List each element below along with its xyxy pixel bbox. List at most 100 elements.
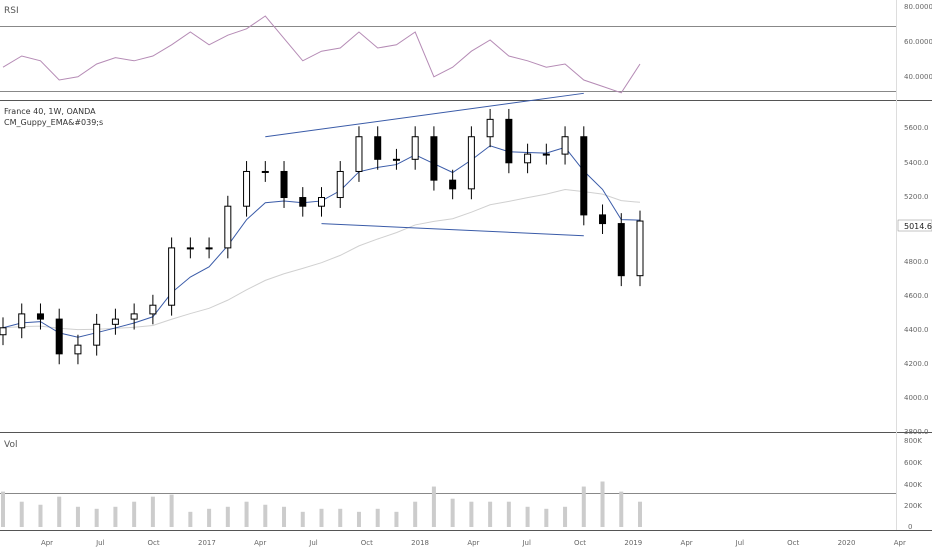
candle-body [542,153,550,156]
last-price-tag: 5014.6 [904,222,932,231]
volume-bar [525,506,530,527]
volume-bar [431,486,436,527]
candle-body [392,158,400,161]
volume-bar [506,501,511,527]
vol-tick-0: 0 [908,523,912,531]
price-tick-5600: 5600.0 [904,124,929,132]
volume-bar [600,481,605,527]
time-tick: Apr [681,539,693,547]
volume-bar [75,506,80,527]
price-tick-3800: 3800.0 [904,428,929,436]
volume-bar [244,501,249,527]
candle-body [580,136,588,216]
candle-body [599,214,607,225]
candle-body [261,170,269,173]
trendline-upper[interactable] [265,92,584,138]
candle-body [55,318,63,355]
volume-bar [113,506,118,527]
volume-bar [638,501,642,527]
time-tick: 2018 [411,539,429,547]
time-tick: Oct [148,539,160,547]
price-tick-4600: 4600.0 [904,292,929,300]
volume-bar [450,498,455,527]
candle-body [318,197,325,207]
volume-bars [1,481,642,527]
candle-body [18,313,26,329]
candle-body [205,247,213,250]
volume-label: Vol [4,440,17,450]
volume-bar [413,501,418,527]
volume-bar [375,508,380,527]
volume-bar [94,508,99,527]
pane-separators [0,0,932,531]
candle-body [486,118,494,138]
rsi-tick-80: 80.0000 [904,3,932,11]
time-tick: 2017 [198,539,216,547]
volume-bar [619,491,624,527]
time-tick: Oct [574,539,586,547]
rsi-label: RSI [4,6,19,16]
sma-long-line [2,189,641,331]
volume-bar [319,508,324,527]
time-tick: Jul [735,539,745,547]
rsi-tick-40: 40.0000 [904,73,932,81]
price-tick-4000: 4000.0 [904,394,929,402]
price-tick-5200: 5200.0 [904,193,929,201]
candle-body [186,247,194,250]
price-title: France 40, 1W, OANDA [4,107,96,116]
candle-body [93,323,101,346]
candle-body [411,136,419,160]
price-tick-4200: 4200.0 [904,360,929,368]
rsi-line [2,15,641,94]
time-tick: Oct [361,539,373,547]
price-tick-4400: 4400.0 [904,326,929,334]
time-tick: Jul [95,539,105,547]
volume-bar [356,511,361,527]
volume-bar [338,508,343,527]
time-axis: Apr Jul Oct 2017 Apr Jul Oct 2018 Apr Jul Oct 2019 A… [41,539,906,547]
candle-body [374,136,382,160]
candle-body [299,197,307,207]
volume-bar [563,506,568,527]
candles [0,108,644,365]
volume-bar [581,486,586,527]
candle-body [449,179,457,190]
time-tick: Jul [521,539,531,547]
indicator-name: CM_Guppy_EMA&#039;s [4,118,103,127]
volume-bar [300,511,305,527]
volume-bar [394,511,399,527]
candle-body [111,318,119,325]
volume-bar [225,506,230,527]
volume-bar [263,504,268,527]
candle-body [505,118,513,164]
time-tick: Apr [254,539,266,547]
candle-body [467,136,475,190]
price-axis: 5600.0 5400.0 5200.0 5014.6 4800.0 4600.… [897,124,932,436]
time-tick: Apr [41,539,53,547]
time-tick: 2020 [838,539,856,547]
time-tick: 2019 [624,539,642,547]
volume-bar [544,508,549,527]
trendline-lower[interactable] [321,223,584,237]
price-pane: France 40, 1W, OANDA CM_Guppy_EMA&#039;s… [0,92,932,436]
vol-tick-600k: 600K [904,459,922,467]
candle-body [168,247,176,306]
volume-bar [469,501,474,527]
rsi-tick-60: 60.0000 [904,38,932,46]
volume-bar [188,511,193,527]
candle-body [74,344,82,355]
candle-body [36,313,44,320]
rsi-pane: RSI 80.0000 60.0000 40.0000 [0,3,932,94]
volume-bar [150,496,155,527]
candle-body [524,153,532,164]
volume-bar [488,501,493,527]
candle-body [636,220,644,277]
candle-body [561,136,569,155]
ema-line [2,145,641,338]
volume-bar [57,496,62,527]
candle-body [617,223,625,277]
time-tick: Oct [787,539,799,547]
candle-body [430,136,438,181]
vol-tick-400k: 400K [904,481,922,489]
